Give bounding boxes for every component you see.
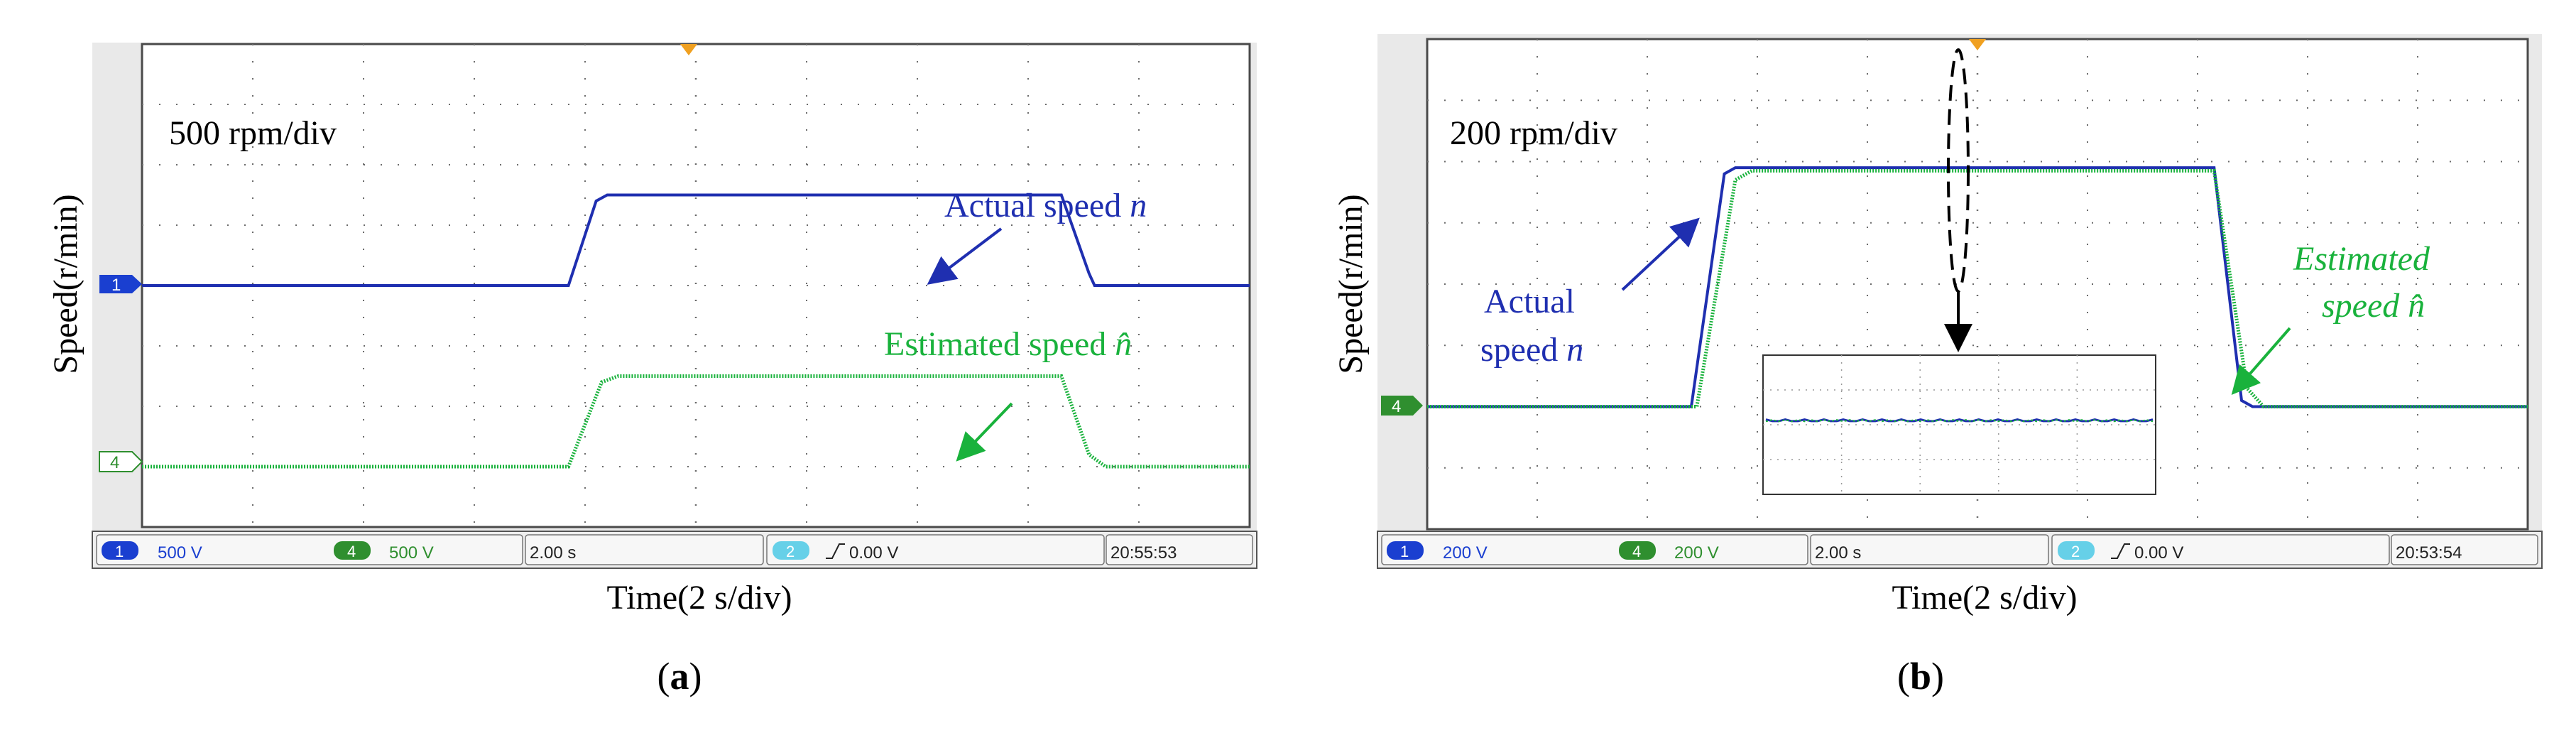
panel-b: 4 200 rpm/div Actual speed n Estimated s…: [1332, 34, 2543, 697]
estimated-speed-trace-a: [142, 374, 1250, 469]
status-ch1-val-a: 500 V: [158, 543, 202, 563]
ch1-marker-label: 1: [111, 276, 121, 295]
estimated-speed-annotation-b-line1: Estimated: [2293, 240, 2430, 278]
inset-actual-trace: [1765, 418, 2154, 423]
estimated-speed-trace-b: [1427, 168, 2528, 408]
trigger-marker-b: [1969, 39, 1986, 50]
status-ch2-num-a: 2: [786, 543, 795, 560]
status-trigger-b: 0.00 V: [2134, 543, 2183, 563]
status-ch4-val-a: 500 V: [389, 543, 434, 563]
panel-a: 1 4 500 rpm/div Actual speed n Estimated…: [47, 43, 1257, 697]
panel-label-b: (b): [1897, 655, 1944, 697]
scale-label-b: 200 rpm/div: [1450, 114, 1617, 152]
inset-grid: [1763, 355, 2156, 494]
status-timebase-b: 2.00 s: [1815, 543, 1861, 563]
status-ch1-num-a: 1: [115, 543, 124, 560]
status-ch1-num-b: 1: [1400, 543, 1409, 560]
zoom-inset: [1762, 354, 2156, 495]
actual-speed-trace-b: [1427, 166, 2528, 408]
trigger-edge-icon-b: [2111, 543, 2130, 559]
ch4-marker-label: 4: [110, 453, 119, 472]
trigger-edge-icon: [826, 543, 845, 559]
status-clock-b: 20:53:54: [2396, 543, 2462, 563]
estimated-arrow-b: [2231, 327, 2291, 396]
panel-label-a: (a): [657, 655, 702, 697]
actual-speed-annotation-a: Actual speed n: [944, 187, 1147, 224]
actual-speed-trace-a: [142, 193, 1250, 287]
status-timebase-a: 2.00 s: [530, 543, 576, 563]
channel-4-marker-a: 4: [99, 451, 143, 472]
status-ch2-num-b: 2: [2071, 543, 2080, 560]
actual-arrow-a: [927, 227, 1003, 285]
ch4-marker-label-b: 4: [1392, 397, 1401, 416]
status-ch4-val-b: 200 V: [1674, 543, 1719, 563]
estimated-speed-annotation-a: Estimated speed n̂: [884, 325, 1132, 363]
channel-4-marker-b: 4: [1381, 396, 1423, 416]
xlabel-a: Time(2 s/div): [607, 579, 792, 617]
actual-arrow-b: [1621, 217, 1700, 291]
actual-speed-annotation-b-line1: Actual: [1484, 283, 1575, 320]
xlabel-b: Time(2 s/div): [1892, 579, 2078, 617]
estimated-arrow-a: [956, 402, 1013, 462]
status-ch1-val-b: 200 V: [1443, 543, 1488, 563]
ylabel-b: Speed(r/min): [1332, 194, 1370, 374]
scale-label-a: 500 rpm/div: [169, 114, 337, 152]
ylabel-a: Speed(r/min): [47, 194, 84, 374]
status-clock-a: 20:55:53: [1110, 543, 1177, 563]
status-bar-b: 1 200 V 4 200 V 2.00 s 2 0.00 V 20:53:54: [1377, 531, 2543, 569]
estimated-speed-annotation-b-line2: speed n̂: [2322, 287, 2425, 325]
status-bar-a: 1 500 V 4 500 V 2.00 s 2 0.00 V 20:55:53: [92, 531, 1257, 569]
channel-1-marker-a: 1: [99, 275, 142, 295]
status-ch4-num-a: 4: [347, 543, 356, 560]
status-trigger-a: 0.00 V: [849, 543, 898, 563]
trigger-marker-a: [680, 44, 697, 55]
status-ch4-num-b: 4: [1632, 543, 1641, 560]
actual-speed-annotation-b-line2: speed n: [1480, 331, 1583, 369]
